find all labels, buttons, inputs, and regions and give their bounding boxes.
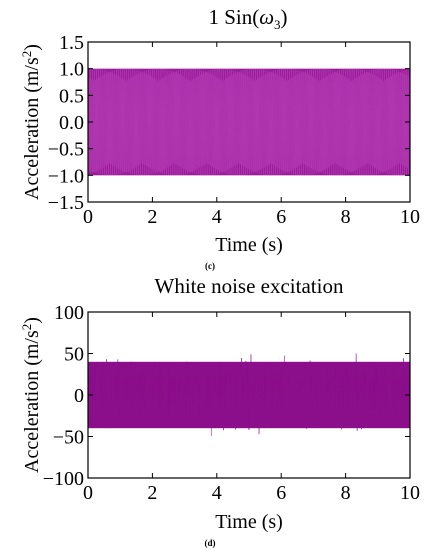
y-tick-label: 0	[74, 385, 84, 407]
chart-c-y-axis-label: Acceleration (m/s2)	[19, 44, 43, 200]
series-line	[87, 353, 411, 436]
chart-c-x-axis-label: Time (s)	[215, 234, 283, 256]
chart-d-x-axis-label: Time (s)	[215, 511, 283, 533]
chart-c-plot-area	[87, 68, 411, 176]
chart-d-y-ticks: −100 −50 0 50 100	[43, 302, 410, 490]
x-tick-label: 4	[212, 206, 222, 228]
x-tick-label: 6	[276, 482, 286, 504]
y-tick-label: 50	[64, 344, 84, 366]
x-tick-label: 8	[341, 482, 351, 504]
x-tick-label: 10	[400, 482, 420, 504]
chart-c-x-ticks: 0 2 4 6 8 10	[83, 42, 420, 228]
chart-c-panel-tag: (c)	[205, 261, 215, 271]
y-tick-label: −0.5	[48, 139, 84, 161]
x-tick-label: 2	[147, 206, 157, 228]
chart-d-x-ticks: 0 2 4 6 8 10	[83, 312, 420, 504]
chart-c-y-ticks: −1.5 −1.0 −0.5 0.0 0.5 1.0 1.5	[48, 32, 410, 214]
y-tick-label: −1.5	[48, 192, 84, 214]
y-tick-label: 1.0	[59, 59, 84, 81]
x-tick-label: 0	[83, 206, 93, 228]
y-tick-label: −100	[43, 468, 84, 490]
x-tick-label: 10	[400, 206, 420, 228]
x-tick-label: 4	[212, 482, 222, 504]
chart-c-title: 1 Sin(ω3)	[208, 5, 287, 32]
chart-c: 1 Sin(ω3) −1.5 −1.0 −0.5 0.0 0.5 1.0 1.5 0 2 4 6 8…	[19, 5, 420, 271]
chart-d-panel-tag: (d)	[205, 538, 216, 548]
y-tick-label: 0.5	[59, 85, 84, 107]
x-tick-label: 2	[147, 482, 157, 504]
y-tick-label: 1.5	[59, 32, 84, 54]
x-tick-label: 0	[83, 482, 93, 504]
chart-d: White noise excitation −100 −50 0 50 100 0 2 4…	[19, 274, 420, 548]
x-tick-label: 8	[341, 206, 351, 228]
y-tick-label: 100	[54, 302, 84, 324]
y-tick-label: −50	[53, 427, 84, 449]
chart-d-title: White noise excitation	[155, 274, 344, 298]
y-tick-label: −1.0	[48, 165, 84, 187]
chart-d-plot-area	[87, 353, 411, 436]
x-tick-label: 6	[276, 206, 286, 228]
y-tick-label: 0.0	[59, 112, 84, 134]
chart-d-y-axis-label: Acceleration (m/s2)	[19, 317, 43, 473]
series-line	[87, 68, 411, 176]
